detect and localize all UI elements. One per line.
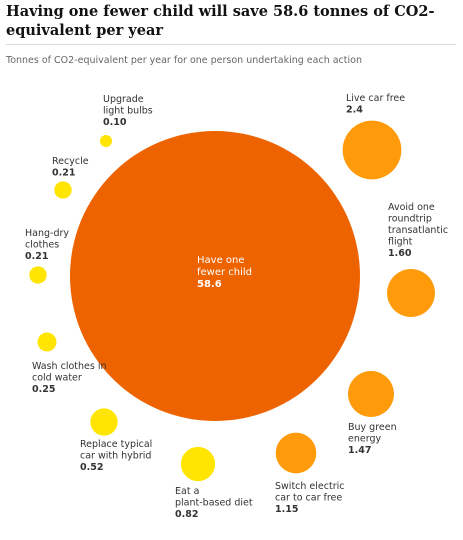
bubble-buy-green-energy bbox=[348, 371, 394, 417]
label-hang-dry-clothes: Hang-dry clothes 0.21 bbox=[25, 228, 69, 262]
label-wash-clothes-in-cold-water: Wash clothes in cold water 0.25 bbox=[32, 361, 107, 395]
label-line: energy bbox=[348, 434, 381, 445]
label-switch-electric-car-to-car-free: Switch electric car to car free 1.15 bbox=[275, 481, 344, 515]
value-label: 0.52 bbox=[80, 462, 103, 473]
value-label: 1.47 bbox=[348, 445, 371, 456]
label-line: Hang-dry bbox=[25, 228, 69, 239]
bubble-avoid-one-roundtrip-transatlantic-flight bbox=[387, 269, 435, 317]
label-line: fewer child bbox=[197, 267, 252, 278]
label-live-car-free: Live car free 2.4 bbox=[346, 93, 405, 116]
bubble-have-one-fewer-child bbox=[70, 131, 360, 421]
label-line: cold water bbox=[32, 373, 82, 384]
label-eat-a-plant-based-diet: Eat a plant-based diet 0.82 bbox=[175, 486, 253, 520]
value-label: 1.60 bbox=[388, 248, 412, 259]
chart-title: Having one fewer child will save 58.6 to… bbox=[6, 3, 435, 39]
value-label: 1.15 bbox=[275, 504, 298, 515]
label-line: car with hybrid bbox=[80, 451, 151, 462]
bubble-recycle bbox=[54, 181, 72, 199]
label-line: flight bbox=[388, 237, 413, 248]
label-line: transatlantic bbox=[388, 225, 448, 236]
bubble-upgrade-light-bulbs bbox=[100, 135, 112, 147]
label-avoid-one-roundtrip-transatlantic-flight: Avoid one roundtrip transatlantic flight 1.6… bbox=[388, 202, 448, 259]
label-replace-typical-car-with-hybrid: Replace typical car with hybrid 0.52 bbox=[80, 439, 152, 473]
bubble-eat-a-plant-based-diet bbox=[180, 446, 216, 482]
title-divider bbox=[6, 44, 456, 45]
value-label: 0.10 bbox=[103, 117, 127, 128]
label-line: light bulbs bbox=[103, 106, 153, 117]
value-label: 2.4 bbox=[346, 105, 363, 116]
bubble-hang-dry-clothes bbox=[29, 266, 47, 284]
label-line: Recycle bbox=[52, 156, 89, 167]
label-line: clothes bbox=[25, 240, 59, 251]
label-line: Buy green bbox=[348, 422, 397, 433]
label-line: Upgrade bbox=[103, 94, 144, 105]
label-line: Avoid one bbox=[388, 202, 435, 213]
bubble-wash-clothes-in-cold-water bbox=[37, 332, 57, 352]
bubble-live-car-free bbox=[342, 120, 402, 180]
value-label: 0.21 bbox=[25, 251, 48, 262]
label-line: Replace typical bbox=[80, 439, 152, 450]
label-have-one-fewer-child: Have one fewer child 58.6 bbox=[197, 255, 252, 290]
chart-subtitle: Tonnes of CO2-equivalent per year for on… bbox=[6, 55, 362, 66]
label-line: roundtrip bbox=[388, 214, 432, 225]
label-line: Switch electric bbox=[275, 481, 344, 492]
label-line: Eat a bbox=[175, 486, 199, 497]
label-recycle: Recycle 0.21 bbox=[52, 156, 89, 179]
bubble-replace-typical-car-with-hybrid bbox=[90, 408, 118, 436]
value-label: 0.21 bbox=[52, 168, 75, 179]
bubble-switch-electric-car-to-car-free bbox=[275, 432, 317, 474]
label-line: Live car free bbox=[346, 93, 405, 104]
value-label: 58.6 bbox=[197, 279, 222, 290]
label-line: car to car free bbox=[275, 493, 342, 504]
label-line: Have one bbox=[197, 255, 245, 266]
label-line: plant-based diet bbox=[175, 498, 253, 509]
label-buy-green-energy: Buy green energy 1.47 bbox=[348, 422, 397, 456]
label-line: Wash clothes in bbox=[32, 361, 107, 372]
value-label: 0.82 bbox=[175, 509, 198, 520]
value-label: 0.25 bbox=[32, 384, 55, 395]
label-upgrade-light-bulbs: Upgrade light bulbs 0.10 bbox=[103, 94, 153, 128]
